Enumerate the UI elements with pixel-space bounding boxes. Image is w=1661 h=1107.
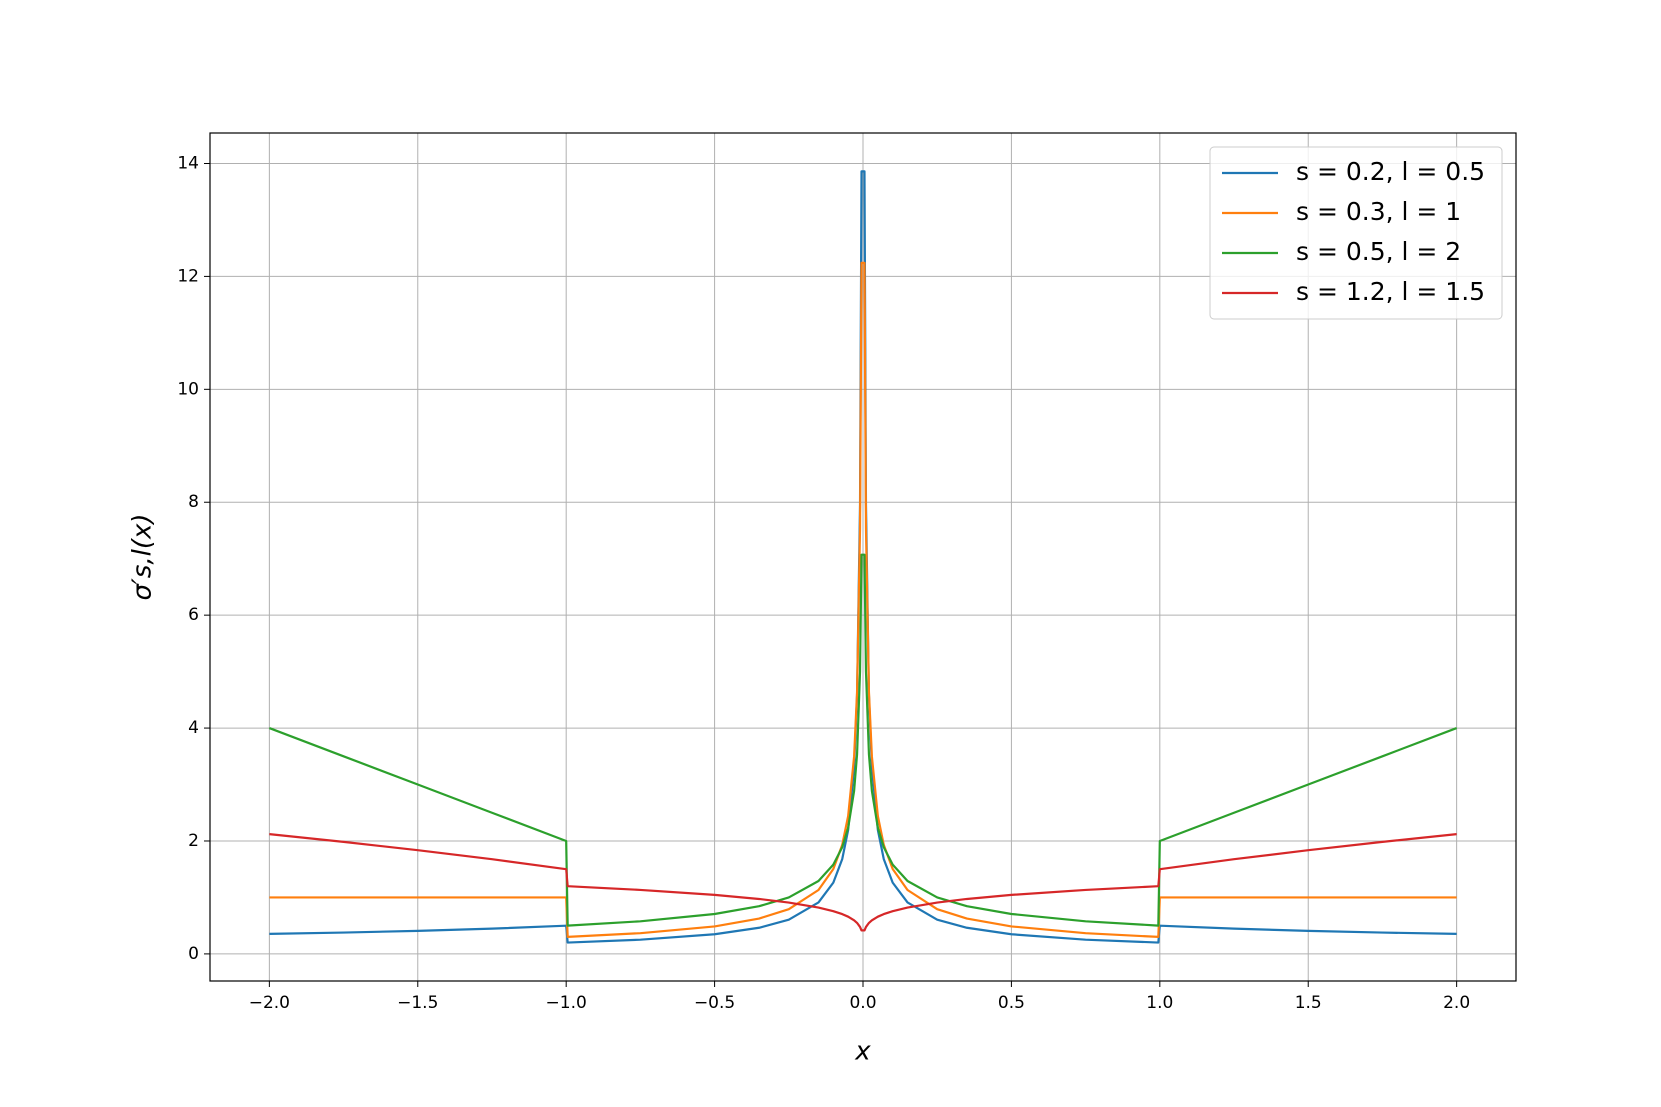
y-tick-label: 14: [177, 153, 199, 173]
series-line: [269, 833, 1457, 932]
y-tick-label: 6: [188, 605, 199, 625]
legend-label: s = 0.3, l = 1: [1296, 197, 1461, 226]
legend-label: s = 1.2, l = 1.5: [1296, 277, 1485, 306]
x-tick-label: 1.0: [1146, 993, 1173, 1013]
legend-label: s = 0.2, l = 0.5: [1296, 157, 1485, 186]
legend-box: [1209, 146, 1503, 320]
x-axis-label: x: [854, 1037, 871, 1067]
legend-label: s = 0.5, l = 2: [1296, 237, 1461, 266]
y-tick-label: 8: [188, 492, 199, 512]
y-tick-label: 10: [177, 379, 199, 399]
y-axis-label: σ′s,l(x): [128, 513, 158, 600]
series-line: [269, 170, 1457, 944]
y-tick-label: 4: [188, 718, 199, 738]
x-tick-label: −1.0: [546, 993, 587, 1013]
x-tick-label: 2.0: [1443, 993, 1470, 1013]
y-tick-label: 12: [177, 266, 199, 286]
x-tick-label: 0.0: [849, 993, 876, 1013]
series-line: [269, 261, 1457, 939]
y-tick-label: 0: [188, 944, 199, 964]
x-tick-label: 1.5: [1295, 993, 1322, 1013]
x-tick-label: 0.5: [998, 993, 1025, 1013]
series-line: [268, 553, 1458, 927]
x-tick-label: −1.5: [397, 993, 438, 1013]
plot-frame: [209, 132, 1517, 982]
y-tick-label: 2: [188, 831, 199, 851]
legend: s = 0.2, l = 0.5 s = 0.3, l = 1 s = 0.5, l…: [1209, 146, 1503, 320]
x-tick-label: −2.0: [249, 993, 290, 1013]
x-tick-label: −0.5: [694, 993, 735, 1013]
